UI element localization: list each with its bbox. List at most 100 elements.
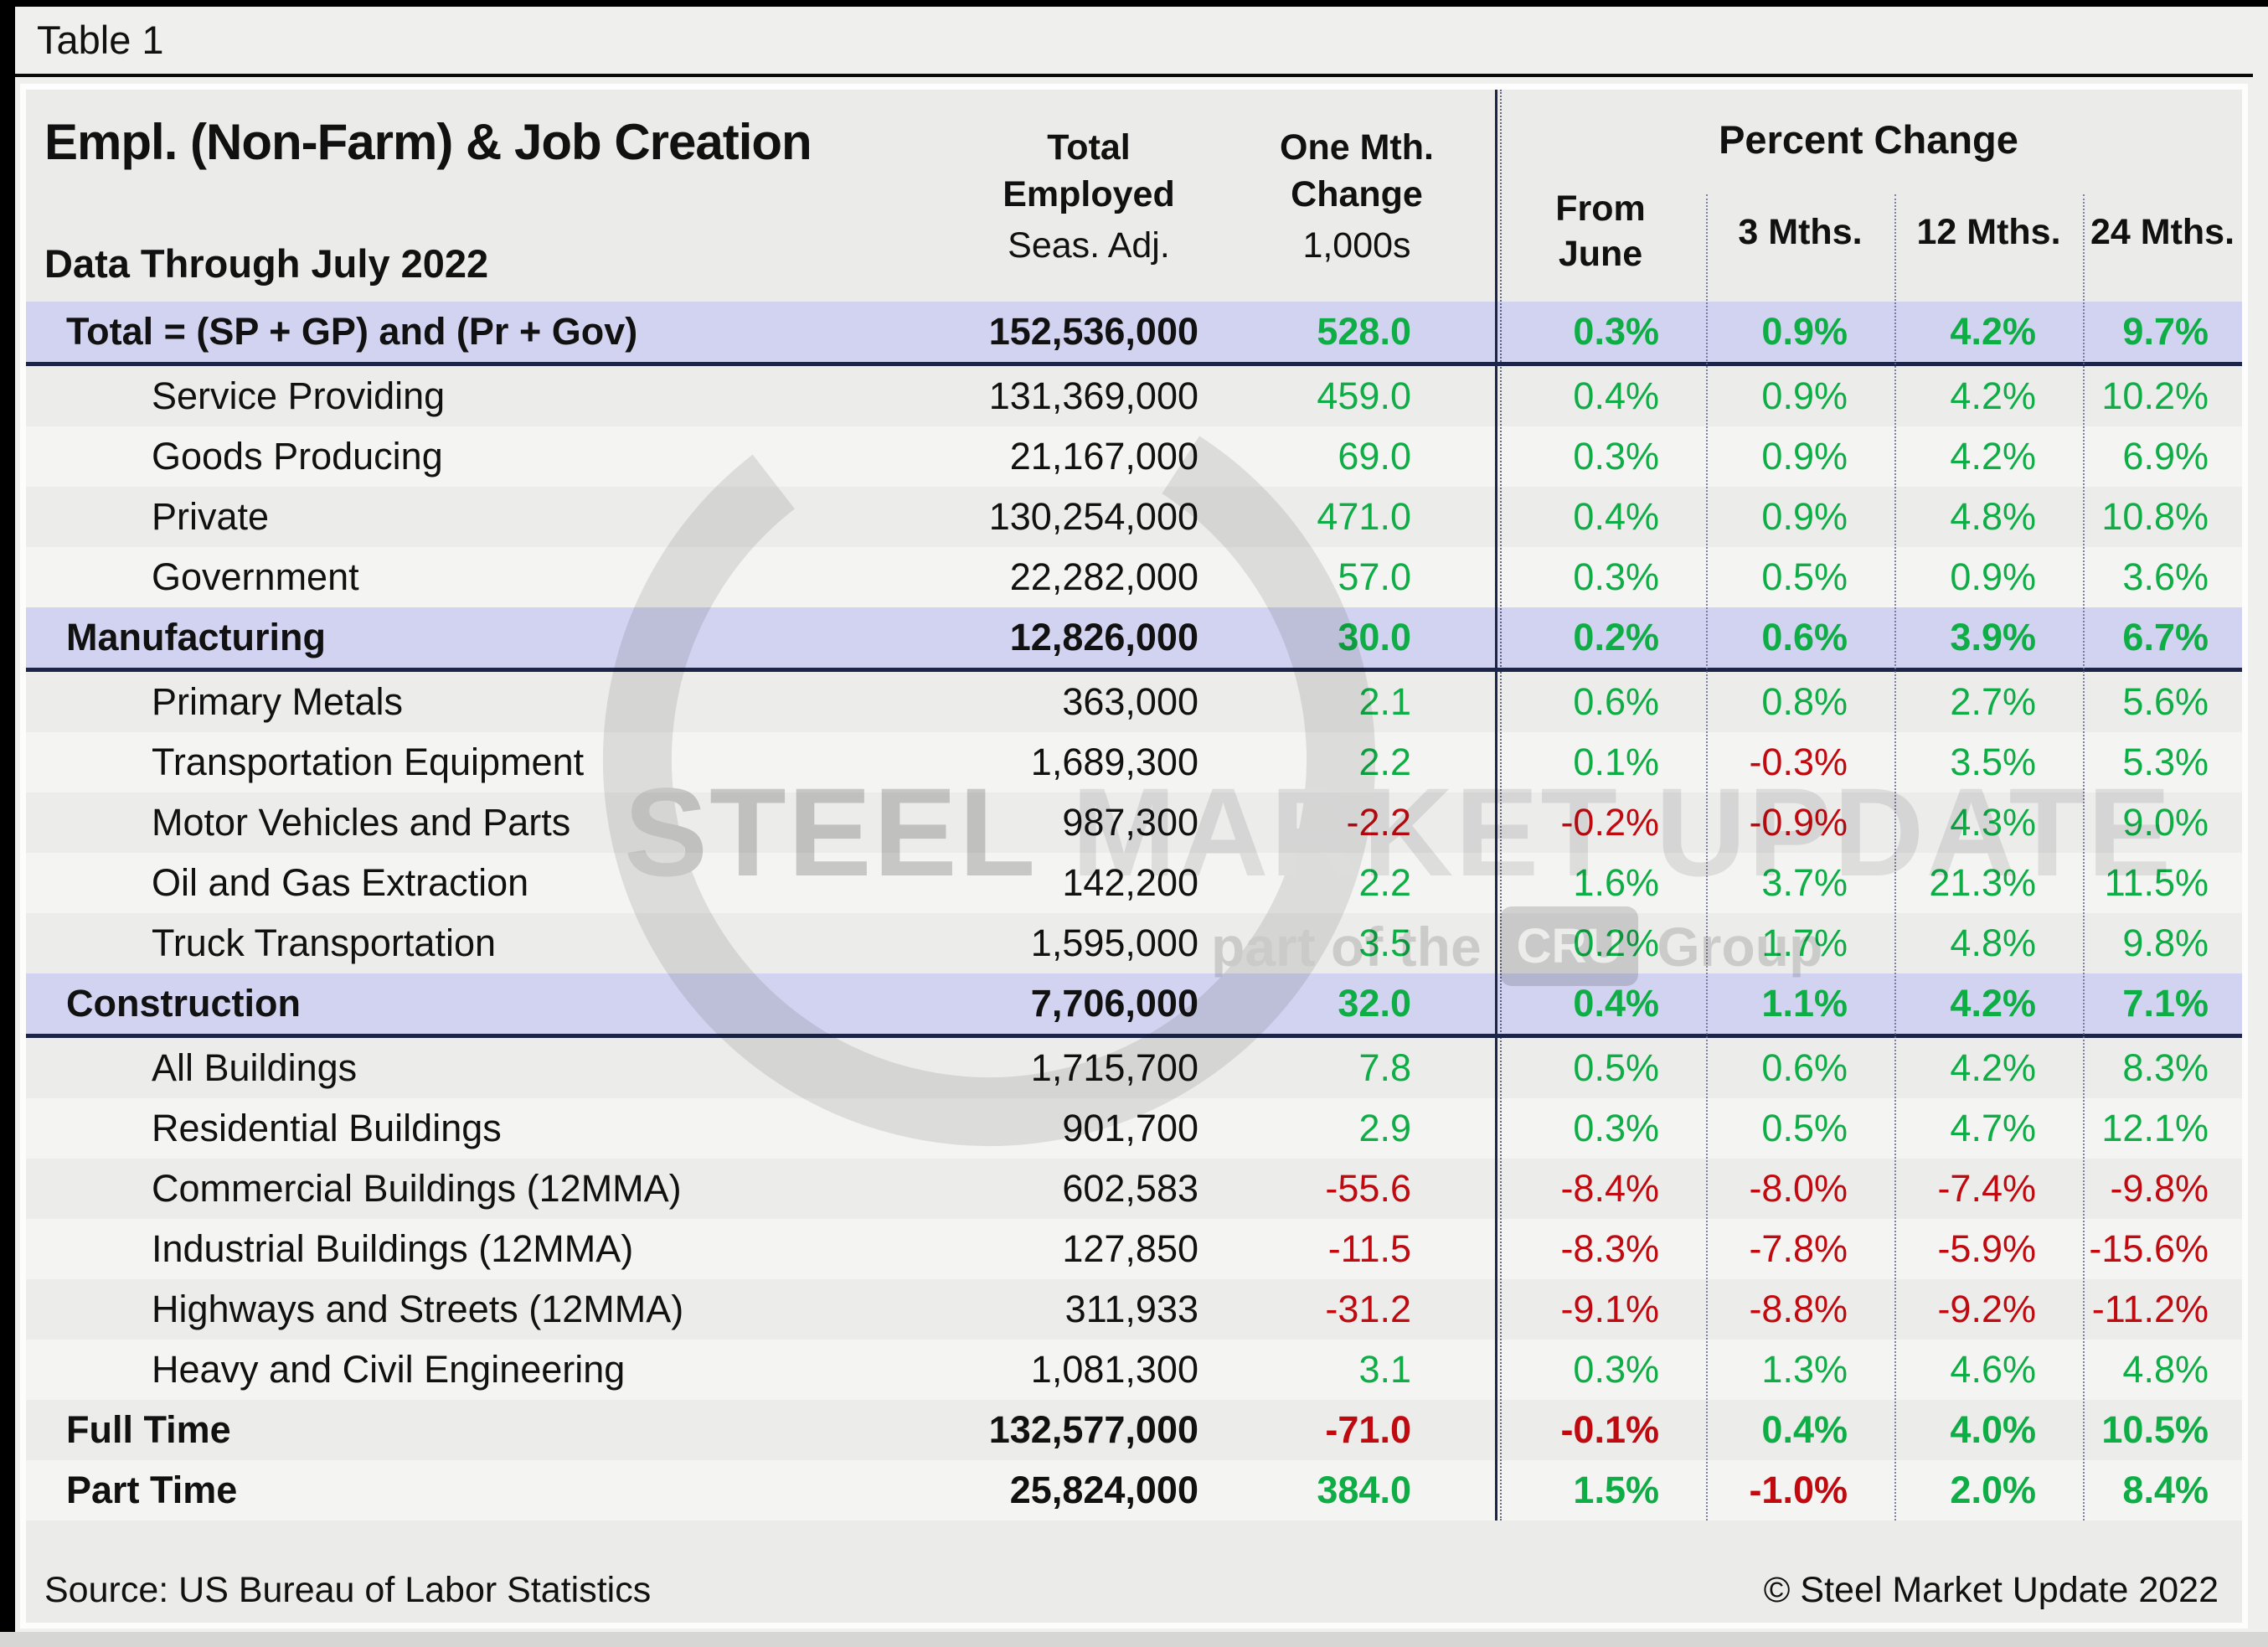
column-divider-2 <box>1894 194 1896 1521</box>
one-month-change-value: 471.0 <box>1317 495 1411 538</box>
percent-section-divider-dotted <box>1500 90 1502 1521</box>
pct-12-mths: 4.8% <box>1950 495 2036 538</box>
column-divider-1 <box>1706 194 1708 1521</box>
pct-24-mths: 8.3% <box>2122 1046 2209 1089</box>
total-employed-value: 130,254,000 <box>988 495 1198 538</box>
table-row: Full Time 132,577,000 -71.0 -0.1% 0.4% 4… <box>26 1400 2242 1460</box>
total-employed-value: 21,167,000 <box>1009 435 1198 478</box>
one-month-change-value: 2.2 <box>1358 741 1411 783</box>
one-month-change-value: 57.0 <box>1338 555 1411 598</box>
pct-24-mths: -15.6% <box>2089 1227 2209 1270</box>
pct-12-mths: 4.0% <box>1950 1408 2036 1451</box>
table-row: Service Providing 131,369,000 459.0 0.4%… <box>26 366 2242 426</box>
row-label: Full Time <box>66 1408 231 1451</box>
pct-from-june: -8.4% <box>1560 1167 1659 1210</box>
pct-12-mths: 4.2% <box>1950 435 2036 478</box>
table-row: Construction 7,706,000 32.0 0.4% 1.1% 4.… <box>26 973 2242 1038</box>
pct-12-mths: -5.9% <box>1937 1227 2036 1270</box>
pct-from-june: -0.1% <box>1560 1408 1659 1451</box>
pct-12-mths: 3.5% <box>1950 741 2036 783</box>
table-row: Truck Transportation 1,595,000 3.5 0.2% … <box>26 913 2242 973</box>
pct-24-mths: 11.5% <box>2104 861 2209 904</box>
pct-from-june: 0.5% <box>1573 1046 1659 1089</box>
column-divider-3 <box>2083 194 2085 1521</box>
table-row: Highways and Streets (12MMA) 311,933 -31… <box>26 1279 2242 1340</box>
pct-from-june: 1.6% <box>1573 861 1659 904</box>
one-month-change-value: 3.5 <box>1358 922 1411 964</box>
total-employed-value: 1,689,300 <box>1030 741 1198 783</box>
total-employed-value: 987,300 <box>1062 801 1198 844</box>
caption-rule <box>15 74 2253 77</box>
percent-section-divider <box>1495 90 1497 1521</box>
table-row: Oil and Gas Extraction 142,200 2.2 1.6% … <box>26 853 2242 913</box>
pct-12-mths: 4.2% <box>1950 982 2036 1025</box>
pct-24-mths: 5.6% <box>2122 680 2209 723</box>
pct-24-mths: 4.8% <box>2122 1348 2209 1391</box>
table-row: Manufacturing 12,826,000 30.0 0.2% 0.6% … <box>26 607 2242 672</box>
pct-12-mths: 4.2% <box>1950 310 2036 353</box>
row-label: Manufacturing <box>66 616 326 658</box>
pct-12-mths: 4.2% <box>1950 374 2036 417</box>
pct-3-mths: 1.7% <box>1761 922 1848 964</box>
pct-24-mths: 5.3% <box>2122 741 2209 783</box>
one-month-change-value: -11.5 <box>1327 1227 1411 1270</box>
pct-3-mths: -0.3% <box>1749 741 1848 783</box>
table-row: Heavy and Civil Engineering 1,081,300 3.… <box>26 1340 2242 1400</box>
table-body: Total = (SP + GP) and (Pr + Gov) 152,536… <box>26 302 2242 1521</box>
pct-from-june: -8.3% <box>1560 1227 1659 1270</box>
column-header-from-june: From June <box>1555 188 1646 274</box>
pct-24-mths: 12.1% <box>2101 1107 2209 1149</box>
one-month-change-value: 3.1 <box>1358 1348 1411 1391</box>
table-row: Government 22,282,000 57.0 0.3% 0.5% 0.9… <box>26 547 2242 607</box>
table-row: Motor Vehicles and Parts 987,300 -2.2 -0… <box>26 793 2242 853</box>
table-row: Commercial Buildings (12MMA) 602,583 -55… <box>26 1159 2242 1219</box>
one-month-change-value: 30.0 <box>1338 616 1411 658</box>
total-employed-value: 131,369,000 <box>988 374 1198 417</box>
pct-3-mths: 1.1% <box>1761 982 1848 1025</box>
table-header: Empl. (Non-Farm) & Job Creation Data Thr… <box>26 90 2242 302</box>
pct-12-mths: 21.3% <box>1929 861 2036 904</box>
pct-from-june: 0.6% <box>1573 680 1659 723</box>
row-label: Heavy and Civil Engineering <box>152 1348 626 1391</box>
one-month-change-value: -71.0 <box>1325 1408 1411 1451</box>
row-label: Primary Metals <box>152 680 404 723</box>
pct-from-june: 0.2% <box>1573 922 1659 964</box>
total-employed-value: 1,595,000 <box>1030 922 1198 964</box>
pct-from-june: 0.3% <box>1573 1348 1659 1391</box>
pct-12-mths: 4.8% <box>1950 922 2036 964</box>
column-header-total-employed: Total Employed Seas. Adj. <box>1003 127 1175 266</box>
total-employed-value: 311,933 <box>1064 1288 1198 1330</box>
pct-3-mths: 0.8% <box>1761 680 1848 723</box>
pct-3-mths: 0.5% <box>1761 1107 1848 1149</box>
table-row: Part Time 25,824,000 384.0 1.5% -1.0% 2.… <box>26 1460 2242 1521</box>
percent-change-subheaders: From June 3 Mths. 12 Mths. 24 Mths. <box>1495 163 2242 302</box>
one-month-change-value: 384.0 <box>1317 1469 1411 1511</box>
row-label: Commercial Buildings (12MMA) <box>152 1167 682 1210</box>
total-employed-value: 1,715,700 <box>1030 1046 1198 1089</box>
total-employed-value: 152,536,000 <box>988 310 1198 353</box>
row-label: Residential Buildings <box>152 1107 502 1149</box>
pct-from-june: 0.2% <box>1573 616 1659 658</box>
pct-12-mths: 4.7% <box>1950 1107 2036 1149</box>
table-row: Transportation Equipment 1,689,300 2.2 0… <box>26 732 2242 793</box>
pct-from-june: 0.4% <box>1573 982 1659 1025</box>
pct-from-june: 0.4% <box>1573 374 1659 417</box>
row-label: Truck Transportation <box>152 922 496 964</box>
table-row: Total = (SP + GP) and (Pr + Gov) 152,536… <box>26 302 2242 366</box>
pct-from-june: 1.5% <box>1573 1469 1659 1511</box>
title-block: Empl. (Non-Farm) & Job Creation Data Thr… <box>26 90 959 302</box>
one-month-change-value: 69.0 <box>1338 435 1411 478</box>
column-group-percent-change: Percent Change From June 3 Mths. 12 Mths… <box>1495 90 2242 302</box>
one-month-change-value: 2.1 <box>1358 680 1411 723</box>
row-label: Transportation Equipment <box>152 741 585 783</box>
row-label: Industrial Buildings (12MMA) <box>152 1227 634 1270</box>
pct-12-mths: 3.9% <box>1950 616 2036 658</box>
pct-3-mths: 0.9% <box>1761 310 1848 353</box>
one-month-change-value: 7.8 <box>1358 1046 1411 1089</box>
pct-24-mths: 9.7% <box>2122 310 2209 353</box>
pct-12-mths: 4.3% <box>1950 801 2036 844</box>
pct-from-june: 0.3% <box>1573 1107 1659 1149</box>
pct-12-mths: 4.6% <box>1950 1348 2036 1391</box>
copyright-note: © Steel Market Update 2022 <box>1763 1570 2219 1610</box>
column-header-3-mths: 3 Mths. <box>1738 211 1863 252</box>
